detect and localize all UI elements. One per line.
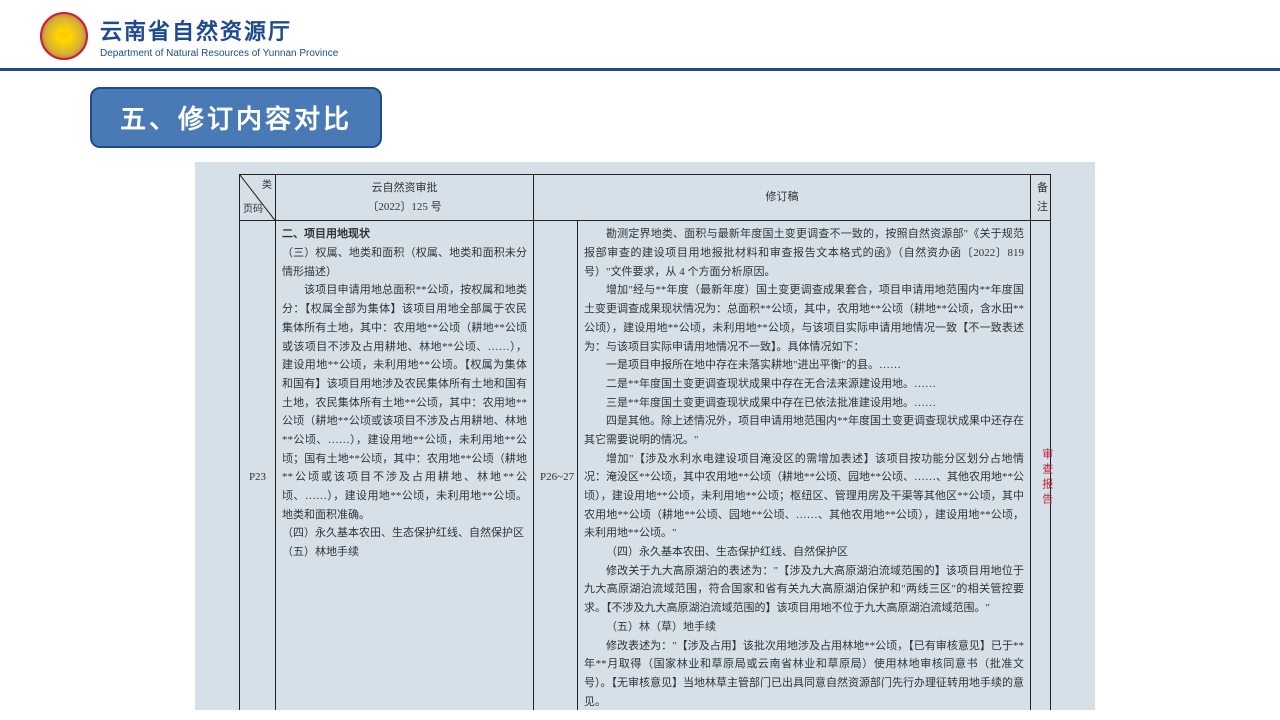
col2-line1: 云自然资审批	[282, 179, 527, 198]
rev-p4: 二是**年度国土变更调查现状成果中存在无合法来源建设用地。……	[584, 375, 1024, 394]
page-left: P23	[240, 221, 276, 710]
dept-subtitle: Department of Natural Resources of Yunna…	[100, 48, 338, 59]
rev-p5: 三是**年度国土变更调查现状成果中存在已依法批准建设用地。……	[584, 394, 1024, 413]
rev-p11: 修改表述为："【涉及占用】该批次用地涉及占用林地**公顷，【已有审核意见】已于*…	[584, 637, 1024, 711]
diagonal-header-cell: 类 页码	[240, 175, 276, 221]
page-right: P26~27	[534, 221, 578, 710]
rev-p10: （五）林（草）地手续	[584, 618, 1024, 637]
note-text: 审查报告	[1037, 448, 1056, 508]
table-row: P23 二、项目用地现状 （三）权属、地类和面积（权属、地类和面积未分情形描述）…	[240, 221, 1051, 710]
col2-line2: 〔2022〕125 号	[282, 198, 527, 217]
rev-p8: （四）永久基本农田、生态保护红线、自然保护区	[584, 543, 1024, 562]
orig-p3: （四）永久基本农田、生态保护红线、自然保护区	[282, 524, 527, 543]
rev-p3: 一是项目申报所在地中存在未落实耕地"进出平衡"的县。……	[584, 356, 1024, 375]
col2-header: 云自然资审批 〔2022〕125 号	[276, 175, 534, 221]
original-text: 二、项目用地现状 （三）权属、地类和面积（权属、地类和面积未分情形描述） 该项目…	[276, 221, 534, 710]
col4-header: 修订稿	[534, 175, 1031, 221]
section-heading: 五、修订内容对比	[90, 87, 382, 148]
diag-bot-label: 页码	[243, 201, 263, 218]
header-text-block: 云南省自然资源厅 Department of Natural Resources…	[100, 14, 338, 59]
comparison-doc: 类 页码 云自然资审批 〔2022〕125 号 修订稿 备注 P23 二、项目用…	[195, 162, 1095, 710]
emblem-icon	[40, 12, 88, 60]
table-header-row: 类 页码 云自然资审批 〔2022〕125 号 修订稿 备注	[240, 175, 1051, 221]
rev-p9: 修改关于九大高原湖泊的表述为："【涉及九大高原湖泊流域范围的】该项目用地位于九大…	[584, 562, 1024, 618]
diag-top-label: 类	[262, 177, 272, 194]
dept-title: 云南省自然资源厅	[100, 14, 338, 46]
main-content: 五、修订内容对比 类 页码 云自然资审批 〔2022〕125 号 修订稿	[0, 71, 1280, 710]
rev-p2: 增加"经与**年度（最新年度）国土变更调查成果套合，项目申请用地范围内**年度国…	[584, 281, 1024, 356]
orig-p1: （三）权属、地类和面积（权属、地类和面积未分情形描述）	[282, 244, 527, 281]
rev-p7: 增加"【涉及水利水电建设项目淹没区的需增加表述】该项目按功能分区划分占地情况：淹…	[584, 450, 1024, 543]
rev-p6: 四是其他。除上述情况外，项目申请用地范围内**年度国土变更调查现状成果中还存在其…	[584, 412, 1024, 449]
orig-h1: 二、项目用地现状	[282, 225, 527, 244]
note-cell: 审查报告	[1031, 221, 1051, 710]
revised-text: 勘测定界地类、面积与最新年度国土变更调查不一致的，按照自然资源部"《关于规范报部…	[578, 221, 1031, 710]
page-header: 云南省自然资源厅 Department of Natural Resources…	[0, 0, 1280, 71]
orig-p4: （五）林地手续	[282, 543, 527, 562]
orig-p2: 该项目申请用地总面积**公顷，按权属和地类分：【权属全部为集体】该项目用地全部属…	[282, 281, 527, 524]
comparison-table: 类 页码 云自然资审批 〔2022〕125 号 修订稿 备注 P23 二、项目用…	[239, 174, 1051, 710]
rev-p1: 勘测定界地类、面积与最新年度国土变更调查不一致的，按照自然资源部"《关于规范报部…	[584, 225, 1024, 281]
col5-header: 备注	[1031, 175, 1051, 221]
